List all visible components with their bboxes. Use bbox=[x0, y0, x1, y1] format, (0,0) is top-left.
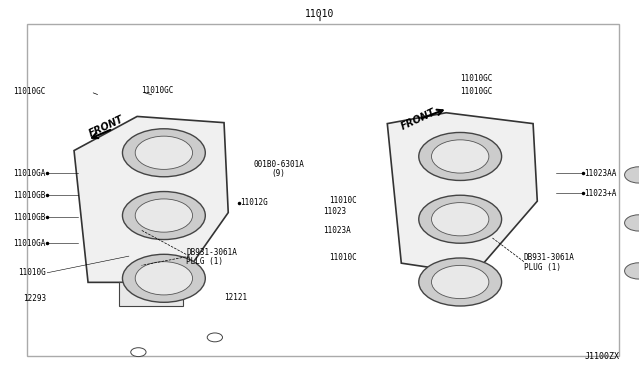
Circle shape bbox=[122, 129, 205, 177]
Text: 11010GC: 11010GC bbox=[13, 87, 46, 96]
Circle shape bbox=[625, 167, 640, 183]
Text: 11010GB: 11010GB bbox=[13, 213, 46, 222]
Text: 12293: 12293 bbox=[23, 294, 46, 303]
Text: 11010GA: 11010GA bbox=[13, 239, 46, 248]
Text: FRONT: FRONT bbox=[88, 115, 125, 139]
Text: DB931-3061A: DB931-3061A bbox=[186, 248, 237, 257]
Circle shape bbox=[431, 140, 489, 173]
Circle shape bbox=[122, 254, 205, 302]
Circle shape bbox=[431, 265, 489, 299]
Circle shape bbox=[122, 192, 205, 240]
Text: 11010GC: 11010GC bbox=[141, 86, 174, 94]
Text: PLUG (1): PLUG (1) bbox=[524, 263, 561, 272]
Text: 12121: 12121 bbox=[225, 293, 248, 302]
Text: 11012G: 11012G bbox=[241, 198, 268, 207]
Text: DB931-3061A: DB931-3061A bbox=[524, 253, 575, 263]
Circle shape bbox=[135, 199, 193, 232]
Circle shape bbox=[625, 263, 640, 279]
Text: 11010GB: 11010GB bbox=[13, 191, 46, 200]
Circle shape bbox=[131, 348, 146, 357]
Text: 11010GC: 11010GC bbox=[460, 87, 493, 96]
Text: 11023+A: 11023+A bbox=[584, 189, 617, 198]
Text: 11010C: 11010C bbox=[330, 253, 357, 263]
Circle shape bbox=[207, 333, 223, 342]
Text: 11023A: 11023A bbox=[323, 226, 351, 235]
Text: 11023AA: 11023AA bbox=[584, 169, 617, 177]
Circle shape bbox=[135, 136, 193, 169]
Circle shape bbox=[419, 132, 502, 180]
Text: 11010: 11010 bbox=[305, 9, 335, 19]
Polygon shape bbox=[387, 113, 538, 274]
Circle shape bbox=[625, 215, 640, 231]
Text: 11010C: 11010C bbox=[330, 196, 357, 205]
Text: 001B0-6301A: 001B0-6301A bbox=[253, 160, 304, 169]
Text: 11010GA: 11010GA bbox=[13, 169, 46, 177]
Text: 11023: 11023 bbox=[323, 207, 346, 217]
Circle shape bbox=[135, 262, 193, 295]
Text: 11010GC: 11010GC bbox=[460, 74, 493, 83]
Circle shape bbox=[419, 195, 502, 243]
Text: J1100ZX: J1100ZX bbox=[584, 352, 620, 361]
Text: PLLG (1): PLLG (1) bbox=[186, 257, 223, 266]
Circle shape bbox=[431, 203, 489, 236]
Polygon shape bbox=[119, 282, 183, 306]
Polygon shape bbox=[74, 116, 228, 282]
Text: FRONT: FRONT bbox=[400, 107, 438, 132]
Text: (9): (9) bbox=[271, 169, 285, 177]
Circle shape bbox=[419, 258, 502, 306]
Text: 11010G: 11010G bbox=[19, 268, 46, 277]
